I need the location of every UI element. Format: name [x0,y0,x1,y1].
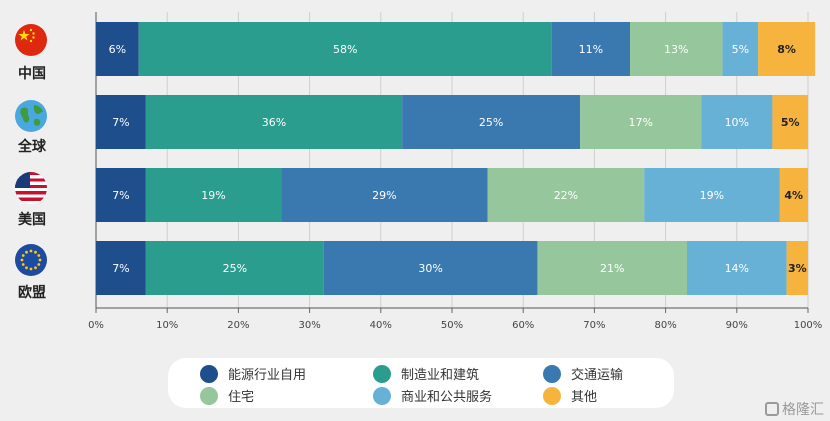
region-label-usa: 美国 [18,212,46,228]
data-label: 13% [664,43,688,56]
data-label: 7% [112,262,129,275]
legend-swatch [200,386,218,405]
watermark: 格隆汇 [765,399,824,419]
legend-swatch [543,386,561,405]
data-label: 36% [262,116,286,129]
bar-segment [145,95,403,149]
x-tick-label: 10% [156,320,178,331]
data-label: 19% [201,189,225,202]
bar-segment [96,22,139,76]
bar-segment [402,95,581,149]
legend-label: 制造业和建筑 [401,368,480,383]
data-label: 17% [628,116,652,129]
data-label: 21% [600,262,624,275]
x-tick-label: 30% [298,320,320,331]
legend-label: 住宅 [228,390,255,405]
usa-flag-icon [15,172,47,204]
data-label: 5% [781,116,800,129]
eu-flag-icon [15,244,47,276]
data-label: 29% [372,189,396,202]
chart-legend: 能源行业自用 制造业和建筑 交通运输 住宅 商业和公共服务 其他 [168,358,674,408]
bar-segment [644,168,780,222]
legend-label: 其他 [571,390,598,405]
legend-label: 能源行业自用 [228,368,307,383]
bar-segment [772,95,808,149]
watermark-logo-icon [765,402,779,416]
bar-segment [145,241,324,295]
legend-item-manufacturing: 制造业和建筑 [373,364,479,383]
data-label: 25% [223,262,247,275]
region-label-eu: 欧盟 [18,285,46,301]
x-tick-label: 20% [227,320,249,331]
x-tick-label: 40% [370,320,392,331]
data-label: 19% [700,189,724,202]
bar-segment [551,22,630,76]
data-label: 6% [109,43,126,56]
bar-segment [537,241,687,295]
legend-swatch [373,386,391,405]
data-label: 4% [784,189,803,202]
x-tick-label: 70% [583,320,605,331]
legend-item-residential: 住宅 [200,386,254,405]
china-flag-icon [15,24,47,56]
data-label: 5% [732,43,749,56]
bar-segment [722,22,759,76]
bar-segment [281,168,488,222]
bar-segment [686,241,787,295]
legend-swatch [543,364,561,383]
data-label: 58% [333,43,357,56]
legend-item-commercial: 商业和公共服务 [373,386,492,405]
bar-segment [96,241,146,295]
data-label: 25% [479,116,503,129]
bar-segment [779,168,808,222]
data-label: 7% [112,189,129,202]
x-tick-label: 50% [441,320,463,331]
bar-segment [487,168,645,222]
legend-item-other: 其他 [543,386,597,405]
data-label: 7% [112,116,129,129]
bar-segment [96,168,146,222]
legend-swatch [200,364,218,383]
legend-swatch [373,364,391,383]
bar-segment [701,95,773,149]
data-label: 30% [418,262,442,275]
data-label: 22% [554,189,578,202]
bar-segment [323,241,538,295]
legend-label: 交通运输 [571,368,624,383]
bar-segment [138,22,552,76]
bar-segment [630,22,723,76]
data-label: 3% [788,262,807,275]
legend-label: 商业和公共服务 [401,390,493,405]
bar-segment [580,95,702,149]
x-tick-label: 0% [88,320,104,331]
bar-segment [786,241,808,295]
data-label: 8% [777,43,796,56]
watermark-text: 格隆汇 [782,402,824,418]
x-tick-label: 80% [654,320,676,331]
bar-segment [96,95,146,149]
legend-item-energy: 能源行业自用 [200,364,306,383]
region-label-world: 全球 [18,139,46,155]
legend-item-transport: 交通运输 [543,364,623,383]
x-tick-label: 100% [794,320,823,331]
data-label: 11% [579,43,603,56]
region-label-china: 中国 [18,66,46,82]
data-label: 14% [725,262,749,275]
bar-segment [145,168,282,222]
data-label: 10% [725,116,749,129]
x-tick-label: 90% [726,320,748,331]
globe-icon [15,100,47,132]
x-tick-label: 60% [512,320,534,331]
bar-segment [758,22,816,76]
